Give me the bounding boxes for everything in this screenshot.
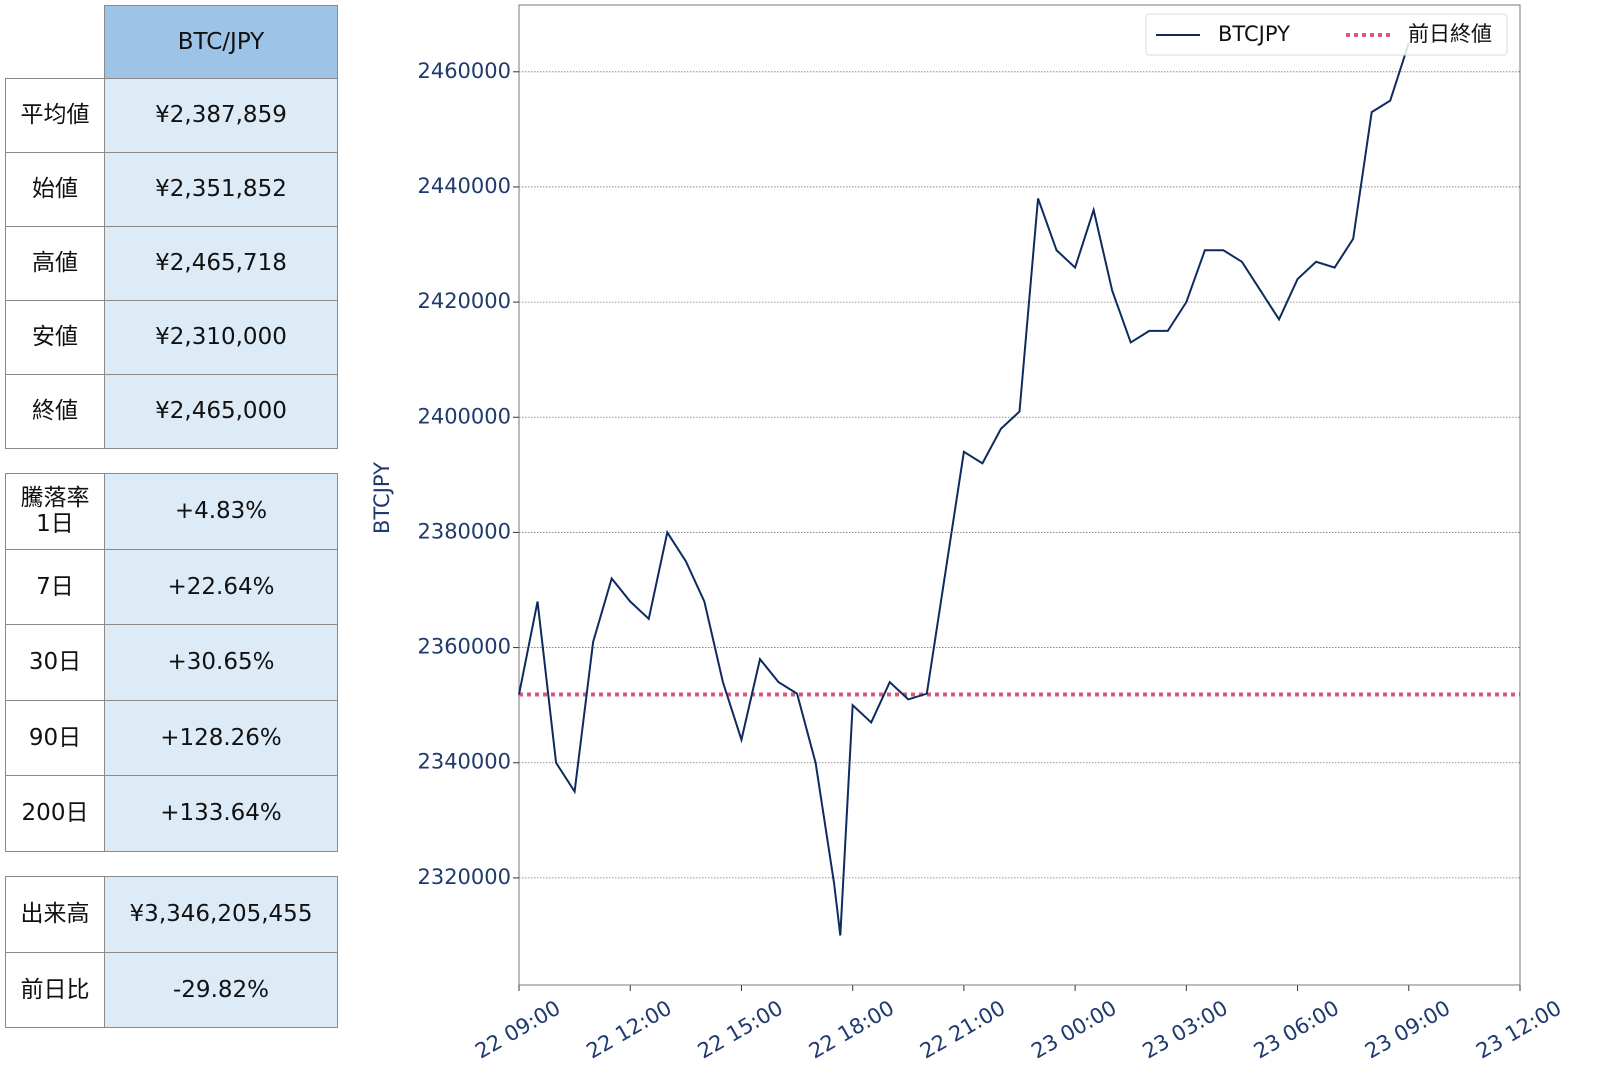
- legend-label: BTCJPY: [1218, 22, 1290, 46]
- x-tick-label: 23 03:00: [1138, 996, 1231, 1064]
- value-cell: +22.64%: [104, 548, 338, 626]
- x-tick-label: 22 12:00: [582, 996, 675, 1064]
- header-cell: BTC/JPY: [104, 5, 338, 79]
- y-tick-label: 2460000: [417, 59, 511, 83]
- x-tick-label: 22 21:00: [916, 996, 1009, 1064]
- legend-box: [1145, 13, 1508, 56]
- price-line: [518, 42, 1410, 936]
- y-tick-label: 2400000: [417, 404, 511, 428]
- x-tick-label: 23 00:00: [1027, 996, 1120, 1064]
- row-label: 安値: [5, 300, 105, 375]
- x-tick-label: 22 09:00: [471, 996, 564, 1064]
- stats-table: 出来高 ¥3,346,205,455 前日比 -29.82%: [5, 876, 338, 1028]
- y-tick-label: 2420000: [417, 289, 511, 313]
- value-cell: ¥2,465,718: [104, 226, 338, 301]
- row-label: 前日比: [5, 951, 105, 1028]
- value-cell: +128.26%: [104, 699, 338, 777]
- value-cell: ¥2,465,000: [104, 374, 338, 449]
- value-cell: ¥2,351,852: [104, 152, 338, 227]
- stats-table: 騰落率 1日 +4.83% 7日 +22.64% 30日 +30.65% 90日 +128.2…: [5, 473, 338, 852]
- plot-frame: [518, 4, 1521, 986]
- row-label: 始値: [5, 152, 105, 227]
- stats-table: BTC/JPY 平均値 ¥2,387,859 始値 ¥2,351,852 高値 ¥2,465…: [5, 5, 338, 449]
- value-cell: +133.64%: [104, 775, 338, 852]
- y-tick-label: 2380000: [417, 519, 511, 543]
- x-tick-label: 22 18:00: [805, 996, 898, 1064]
- y-tick-label: 2320000: [417, 865, 511, 889]
- y-tick-label: 2440000: [417, 174, 511, 198]
- y-tick-label: 2360000: [417, 635, 511, 659]
- row-label: 騰落率 1日: [5, 473, 105, 550]
- row-label: 高値: [5, 226, 105, 301]
- y-axis-label: BTCJPY: [370, 462, 394, 534]
- x-tick-label: 23 12:00: [1472, 996, 1565, 1064]
- value-cell: -29.82%: [104, 951, 338, 1028]
- x-tick-label: 23 06:00: [1250, 996, 1343, 1064]
- value-cell: +30.65%: [104, 624, 338, 701]
- row-label: 終値: [5, 374, 105, 449]
- row-label: 出来高: [5, 876, 105, 953]
- legend-label: 前日終値: [1408, 22, 1492, 46]
- value-cell: +4.83%: [104, 473, 338, 550]
- x-tick-label: 22 15:00: [694, 996, 787, 1064]
- value-cell: ¥2,310,000: [104, 300, 338, 375]
- row-label: 200日: [5, 775, 105, 852]
- y-tick-label: 2340000: [417, 750, 511, 774]
- x-tick-label: 23 09:00: [1361, 996, 1454, 1064]
- row-label: 90日: [5, 699, 105, 777]
